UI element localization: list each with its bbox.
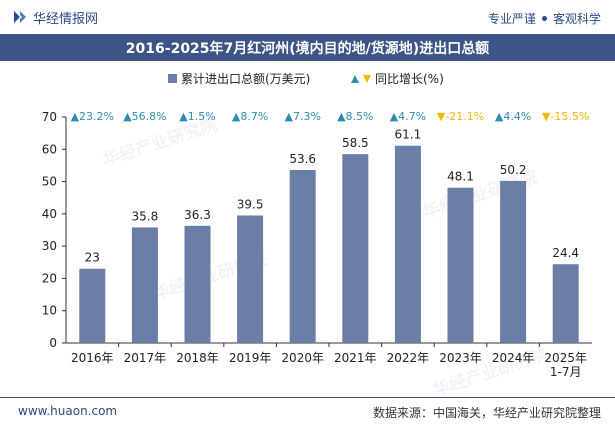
legend-label-growth: 同比增长(%) [375,72,444,86]
growth-label: ▼-21.1% [437,110,484,123]
bar-value-label: 39.5 [237,197,264,211]
top-bar: 华经情报网 专业严谨 客观科学 [0,0,615,34]
x-tick-label: 2023年 [439,351,482,365]
legend-up-triangle-icon [351,75,359,83]
brand-logo-icon [14,11,26,23]
bar-value-label: 24.4 [552,246,579,260]
growth-label: ▲8.7% [232,110,268,123]
slogan: 专业严谨 客观科学 [488,10,601,27]
brand: 华经情报网 [12,8,99,27]
bar-value-label: 23 [85,251,100,265]
bar-value-label: 53.6 [289,152,316,166]
growth-label: ▲7.3% [284,110,320,123]
y-tick-label: 50 [42,175,57,189]
y-tick-label: 70 [42,110,57,124]
growth-label: ▲23.2% [71,110,114,123]
slogan-right: 客观科学 [552,12,601,26]
bar [237,215,264,343]
legend-label-total: 累计进出口总额(万美元) [181,72,310,86]
bar-value-label: 35.8 [132,209,159,223]
x-tick-label: 2020年 [281,351,324,365]
bar [342,154,369,343]
y-tick-label: 10 [42,304,57,318]
bar-value-label: 48.1 [447,170,474,184]
bar [500,180,527,343]
bar-value-label: 58.5 [342,136,369,150]
bar [394,145,421,343]
growth-label: ▲1.5% [179,110,215,123]
bar-chart: 0 10 20 30 40 50 60 70 累计进出口总额(万美元) 同比增长(%) 23 2016… [42,72,592,379]
footer-source: 数据来源：中国海关，华经产业研究院整理 [372,406,601,420]
bar-value-label: 36.3 [184,208,211,222]
x-tick-label: 2017年 [124,351,167,365]
title-bar: 2016-2025年7月红河州(境内目的地/货源地)进出口总额 [0,34,615,61]
x-tick-label: 2019年 [229,351,272,365]
footer-divider [0,397,615,398]
x-tick-label: 2021年 [334,351,377,365]
bar-value-label: 61.1 [395,128,422,142]
bar [447,187,474,343]
legend-swatch-total [168,74,177,83]
x-tick-label: 2022年 [387,351,430,365]
x-tick-label: 2016年 [71,351,114,365]
y-tick-label: 60 [42,142,57,156]
y-tick-label: 0 [49,336,57,350]
x-tick-label: 2018年 [176,351,219,365]
legend-down-triangle-icon [363,75,371,83]
brand-name: 华经情报网 [33,11,99,27]
x-tick-label: 2024年 [492,351,535,365]
chart-title: 2016-2025年7月红河州(境内目的地/货源地)进出口总额 [125,40,490,57]
y-tick-label: 30 [42,239,57,253]
growth-label: ▲4.4% [495,110,531,123]
growth-label: ▲8.5% [337,110,373,123]
growth-label: ▲56.8% [123,110,166,123]
bar [184,225,211,343]
bar [131,227,158,343]
footer-website: www.huaon.com [18,404,118,418]
y-tick-label: 40 [42,207,57,221]
bar [552,264,579,343]
growth-label: ▼-15.5% [542,110,589,123]
bar [289,169,316,343]
slogan-left: 专业严谨 [487,12,536,26]
footer: www.huaon.com 数据来源：中国海关，华经产业研究院整理 [0,397,615,427]
bar-value-label: 50.2 [500,163,527,177]
bar [79,268,106,343]
slogan-dot-icon [541,16,547,21]
y-tick-label: 20 [42,271,57,285]
x-tick-label: 2025年 1-7月 [544,351,587,379]
growth-label: ▲4.7% [390,110,426,123]
